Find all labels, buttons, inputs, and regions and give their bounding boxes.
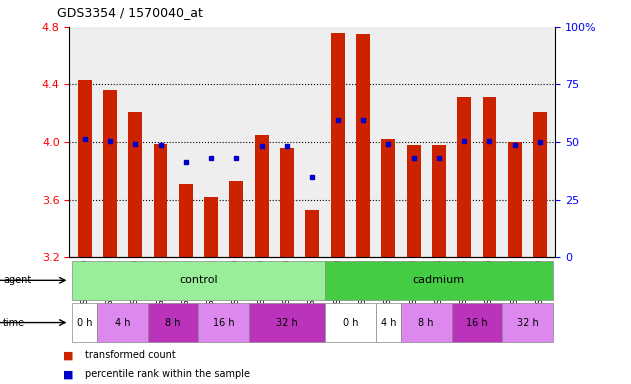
Bar bbox=[97, 303, 148, 342]
Bar bbox=[356, 34, 370, 257]
Bar bbox=[325, 261, 553, 300]
Bar bbox=[72, 303, 97, 342]
Text: control: control bbox=[179, 275, 218, 285]
Bar bbox=[204, 197, 218, 257]
Bar bbox=[280, 148, 294, 257]
Bar bbox=[128, 112, 142, 257]
Bar bbox=[153, 144, 167, 257]
Bar bbox=[305, 210, 319, 257]
Bar bbox=[375, 303, 401, 342]
Bar bbox=[255, 135, 269, 257]
Text: 4 h: 4 h bbox=[380, 318, 396, 328]
Bar bbox=[199, 303, 249, 342]
Text: 0 h: 0 h bbox=[77, 318, 92, 328]
Bar bbox=[381, 139, 395, 257]
Text: ■: ■ bbox=[63, 350, 74, 360]
Bar bbox=[103, 90, 117, 257]
Text: 32 h: 32 h bbox=[517, 318, 538, 328]
Text: agent: agent bbox=[3, 275, 32, 285]
Text: time: time bbox=[3, 318, 25, 328]
Bar bbox=[230, 181, 244, 257]
Bar bbox=[331, 33, 345, 257]
Bar bbox=[457, 98, 471, 257]
Bar bbox=[533, 112, 547, 257]
Bar bbox=[502, 303, 553, 342]
Text: 4 h: 4 h bbox=[115, 318, 131, 328]
Text: 16 h: 16 h bbox=[213, 318, 235, 328]
Bar bbox=[78, 80, 91, 257]
Text: 0 h: 0 h bbox=[343, 318, 358, 328]
Text: percentile rank within the sample: percentile rank within the sample bbox=[85, 369, 250, 379]
Bar bbox=[148, 303, 199, 342]
Text: 8 h: 8 h bbox=[418, 318, 434, 328]
Text: transformed count: transformed count bbox=[85, 350, 176, 360]
Text: 32 h: 32 h bbox=[276, 318, 298, 328]
Text: cadmium: cadmium bbox=[413, 275, 465, 285]
Text: 16 h: 16 h bbox=[466, 318, 488, 328]
Bar bbox=[179, 184, 193, 257]
Bar bbox=[401, 303, 452, 342]
Bar bbox=[406, 145, 420, 257]
Bar bbox=[325, 303, 375, 342]
Bar bbox=[72, 261, 325, 300]
Bar bbox=[452, 303, 502, 342]
Text: GDS3354 / 1570040_at: GDS3354 / 1570040_at bbox=[57, 6, 203, 19]
Text: ■: ■ bbox=[63, 369, 74, 379]
Bar bbox=[432, 145, 446, 257]
Bar bbox=[249, 303, 325, 342]
Bar bbox=[508, 142, 522, 257]
Text: 8 h: 8 h bbox=[165, 318, 181, 328]
Bar bbox=[483, 98, 497, 257]
